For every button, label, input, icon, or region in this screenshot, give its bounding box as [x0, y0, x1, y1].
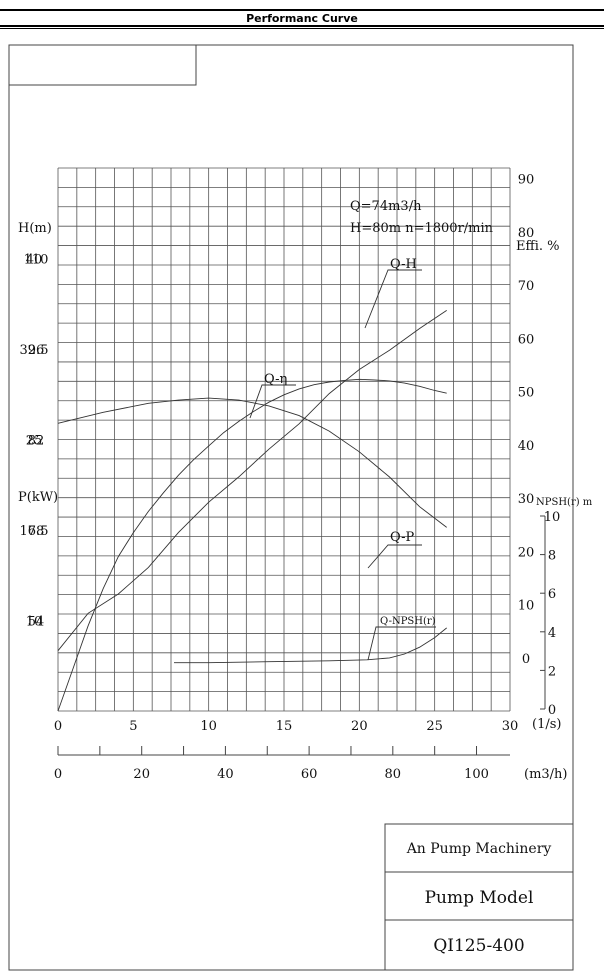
x2-tick-label: 100 — [464, 767, 489, 782]
pump-model-value: QI125-400 — [433, 936, 524, 956]
q-p-curve — [57, 310, 447, 651]
x-tick-label: 20 — [351, 719, 368, 734]
q-h-curve — [57, 397, 447, 528]
power-tick-label: 17.5 — [20, 524, 49, 539]
npsh-tick-label: 4 — [548, 626, 556, 641]
x2-tick-label: 0 — [54, 767, 62, 782]
npsh-tick-label: 6 — [548, 587, 556, 602]
corner-box — [8, 44, 197, 86]
x2-tick-label: 80 — [385, 767, 402, 782]
x-tick-label: 15 — [276, 719, 293, 734]
flow-annotation: Q=74m3/h — [350, 199, 422, 214]
x2-tick-label: 60 — [301, 767, 318, 782]
efficiency-tick-label: 70 — [518, 279, 535, 294]
power-tick-label: 32.5 — [20, 343, 49, 358]
curve-leader — [367, 544, 422, 569]
npsh-axis: 10 8 6 4 2 0 — [540, 510, 560, 718]
curve-leader — [249, 384, 296, 419]
curve-label: Q-H — [390, 257, 417, 272]
x-tick-label: 30 — [502, 719, 519, 734]
efficiency-tick-label: 10 — [518, 599, 535, 614]
head-tick-label: 54 — [28, 615, 45, 630]
head-speed-annotation: H=80m n=1800r/min — [350, 221, 494, 236]
curve-leader — [367, 626, 436, 661]
power-tick-label: 10 — [26, 615, 43, 630]
company-name: An Pump Machinery — [406, 841, 552, 857]
x-axis-unit-m3h: (m3/h) — [524, 767, 568, 782]
curve-label: Q-P — [390, 530, 415, 545]
npsh-axis-label: NPSH(r) m — [536, 497, 593, 508]
power-tick-label: 25 — [26, 434, 43, 449]
head-tick-label: 68 — [28, 524, 45, 539]
npsh-tick-label: 0 — [548, 703, 556, 718]
efficiency-tick-label: 0 — [522, 652, 530, 667]
curve-label: Q-η — [264, 372, 287, 387]
head-tick-labels: 110 96 82 68 54 — [24, 253, 49, 630]
curve-label: Q-NPSH(r) — [380, 616, 436, 627]
efficiency-tick-label: 90 — [518, 173, 535, 188]
x-tick-label: 25 — [426, 719, 443, 734]
curves — [57, 310, 447, 712]
header-rule — [0, 28, 604, 29]
secondary-x-axis: 0 20 40 60 80 100 — [54, 746, 510, 782]
efficiency-tick-label: 20 — [518, 545, 535, 560]
efficiency-tick-labels: 90 80 70 60 50 40 30 20 10 0 — [518, 173, 535, 667]
power-tick-labels: 40 32.5 25 17.5 10 — [20, 253, 49, 630]
x-tick-label: 10 — [200, 719, 217, 734]
head-axis-label: H(m) — [18, 221, 52, 236]
npsh-tick-label: 2 — [548, 664, 556, 679]
head-tick-label: 82 — [28, 434, 45, 449]
x2-tick-label: 20 — [133, 767, 150, 782]
x2-tick-label: 40 — [217, 767, 234, 782]
q-eta-curve — [57, 378, 447, 712]
pump-model-label: Pump Model — [425, 888, 534, 908]
npsh-tick-label: 8 — [548, 549, 556, 564]
efficiency-tick-label: 80 — [518, 226, 535, 241]
head-tick-label: 96 — [28, 343, 45, 358]
x-tick-label: 0 — [54, 719, 62, 734]
efficiency-tick-label: 30 — [518, 492, 535, 507]
efficiency-tick-label: 40 — [518, 439, 535, 454]
curve-leader — [364, 269, 422, 329]
power-tick-label: 40 — [26, 253, 43, 268]
power-axis-label: P(kW) — [18, 490, 58, 505]
efficiency-axis-label: Effi. % — [516, 239, 560, 254]
q-npsh-curve — [174, 627, 447, 664]
npsh-tick-label: 10 — [544, 510, 561, 525]
header-title: Performanc Curve — [246, 11, 358, 25]
x-tick-label: 5 — [129, 719, 137, 734]
x-axis-unit-ls: (1/s) — [532, 717, 561, 732]
efficiency-tick-label: 50 — [518, 386, 535, 401]
efficiency-tick-label: 60 — [518, 332, 535, 347]
page-header: Performanc Curve — [0, 9, 604, 27]
x-tick-labels: 0 5 10 15 20 25 30 — [54, 719, 518, 734]
drawing-frame — [8, 44, 574, 971]
curve-labels: Q-H Q-η Q-P Q-NPSH(r) — [249, 257, 436, 661]
head-tick-label: 110 — [24, 253, 49, 268]
title-block — [384, 823, 574, 971]
chart-grid — [57, 167, 511, 712]
